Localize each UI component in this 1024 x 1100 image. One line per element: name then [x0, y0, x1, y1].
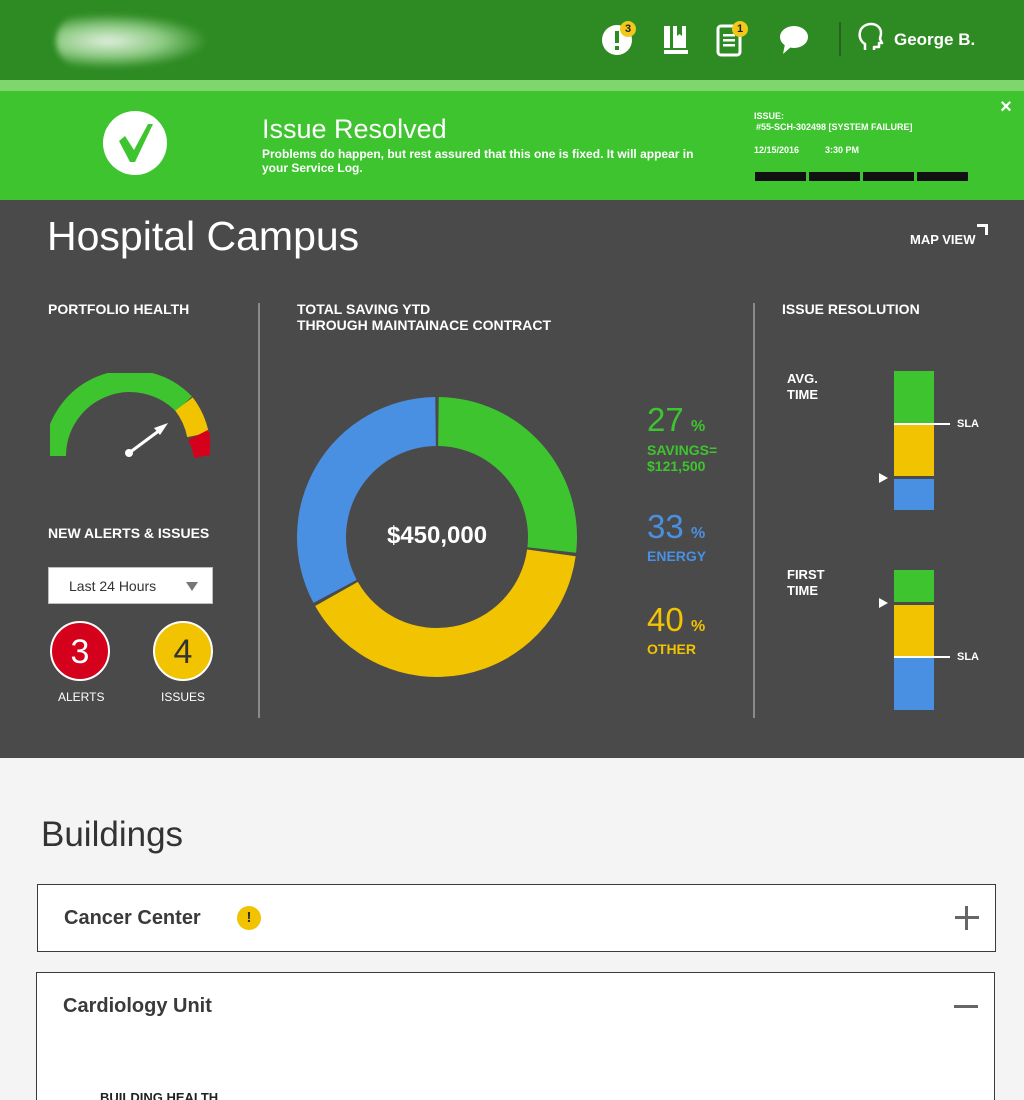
- savings-label-line2: THROUGH MAINTAINACE CONTRACT: [297, 317, 552, 333]
- warning-icon: !: [237, 906, 261, 930]
- savings-percent-sign: %: [691, 418, 706, 435]
- banner-message: Problems do happen, but rest assured tha…: [262, 147, 694, 175]
- issue-id[interactable]: #55-SCH-302498 [SYSTEM FAILURE]: [756, 122, 913, 132]
- savings-label: SAVINGS=: [647, 442, 718, 458]
- first-time-label-line2: TIME: [787, 583, 819, 598]
- timeframe-select[interactable]: Last 24 Hours: [48, 567, 213, 604]
- donut-slice-other: [315, 549, 576, 677]
- progress-segment: [809, 172, 860, 181]
- close-icon[interactable]: ×: [1000, 96, 1012, 118]
- other-percent-sign: %: [691, 618, 706, 635]
- campus-overview-panel: Hospital Campus MAP VIEW PORTFOLIO HEALT…: [0, 200, 1024, 758]
- savings-percent: 27: [647, 401, 684, 438]
- savings-amount: $121,500: [647, 458, 706, 474]
- issue-time: 3:30 PM: [825, 145, 860, 155]
- expand-icon[interactable]: [977, 224, 988, 235]
- donut-slice-savings: [438, 397, 577, 553]
- nav-divider: [839, 22, 841, 56]
- avg-time-bar-yellow: [894, 425, 934, 476]
- alerts-label: ALERTS: [58, 690, 105, 704]
- first-time-marker: [879, 598, 888, 608]
- first-time-sla-label: SLA: [957, 651, 979, 663]
- building-health-label: BUILDING HEALTH: [100, 1090, 219, 1100]
- donut-slice-energy: [297, 397, 436, 603]
- user-profile-icon[interactable]: [857, 22, 887, 54]
- first-time-bar-yellow: [894, 605, 934, 656]
- avg-time-bar-green: [894, 371, 934, 423]
- building-card-cardiology-unit[interactable]: Cardiology Unit: [36, 972, 995, 1100]
- issue-label: ISSUE:: [754, 111, 785, 121]
- issues-label: ISSUES: [161, 690, 206, 704]
- alerts-badge: 3: [620, 21, 636, 37]
- avg-time-marker: [879, 473, 888, 483]
- new-alerts-label: NEW ALERTS & ISSUES: [48, 525, 210, 541]
- checkmark-icon: [103, 111, 167, 175]
- chevron-down-icon: [186, 582, 198, 591]
- minus-bar: [954, 1005, 978, 1008]
- document-badge: 1: [732, 21, 748, 37]
- building-name[interactable]: Cancer Center: [64, 907, 201, 929]
- page-title: Hospital Campus: [47, 213, 360, 259]
- avg-time-bar-blue: [894, 479, 934, 510]
- other-label: OTHER: [647, 641, 696, 657]
- user-name[interactable]: George B.: [894, 30, 976, 49]
- company-logo[interactable]: [56, 14, 206, 68]
- energy-percent: 33: [647, 508, 684, 545]
- portfolio-health-gauge: [50, 373, 210, 459]
- collapse-minus-icon[interactable]: [953, 993, 979, 1019]
- avg-time-sla-label: SLA: [957, 418, 979, 430]
- document-icon[interactable]: 1: [711, 20, 751, 60]
- expand-plus-icon[interactable]: [954, 905, 980, 931]
- first-time-bar-green: [894, 570, 934, 602]
- banner-title: Issue Resolved: [262, 114, 447, 144]
- portfolio-health-label: PORTFOLIO HEALTH: [48, 301, 190, 317]
- avg-time-sla-line: [894, 423, 950, 425]
- issue-resolution-label: ISSUE RESOLUTION: [782, 301, 920, 317]
- issues-count[interactable]: 4: [153, 621, 213, 681]
- alerts-count[interactable]: 3: [50, 621, 110, 681]
- nav-accent-strip: [0, 80, 1024, 91]
- energy-percent-sign: %: [691, 525, 706, 542]
- building-card-cancer-center[interactable]: Cancer Center !: [37, 884, 996, 952]
- chat-icon[interactable]: [774, 20, 814, 60]
- issue-date: 12/15/2016: [754, 145, 800, 155]
- progress-segment: [863, 172, 914, 181]
- energy-label: ENERGY: [647, 548, 707, 564]
- column-divider: [258, 303, 260, 718]
- column-divider: [753, 303, 755, 718]
- total-savings-value: $450,000: [386, 522, 488, 549]
- plus-bar: [965, 906, 968, 930]
- savings-donut-chart: [297, 397, 577, 677]
- avg-time-label-line1: AVG.: [787, 371, 818, 386]
- timeframe-value: Last 24 Hours: [69, 578, 157, 594]
- other-percent: 40: [647, 601, 684, 638]
- first-time-label-line1: FIRST: [787, 567, 825, 582]
- savings-label-line1: TOTAL SAVING YTD: [297, 301, 431, 317]
- building-name[interactable]: Cardiology Unit: [63, 995, 212, 1017]
- progress-segment: [917, 172, 968, 181]
- top-nav-bar: 3 1 George B.: [0, 0, 1024, 80]
- buildings-section-title: Buildings: [41, 815, 184, 854]
- map-view-link[interactable]: MAP VIEW: [910, 232, 976, 247]
- progress-segment: [755, 172, 806, 181]
- issue-resolved-banner: Issue Resolved Problems do happen, but r…: [0, 91, 1024, 200]
- first-time-bar-blue: [894, 658, 934, 710]
- avg-time-label-line2: TIME: [787, 387, 819, 402]
- first-time-sla-line: [894, 656, 950, 658]
- alerts-icon[interactable]: 3: [598, 20, 638, 60]
- book-icon[interactable]: [656, 20, 696, 60]
